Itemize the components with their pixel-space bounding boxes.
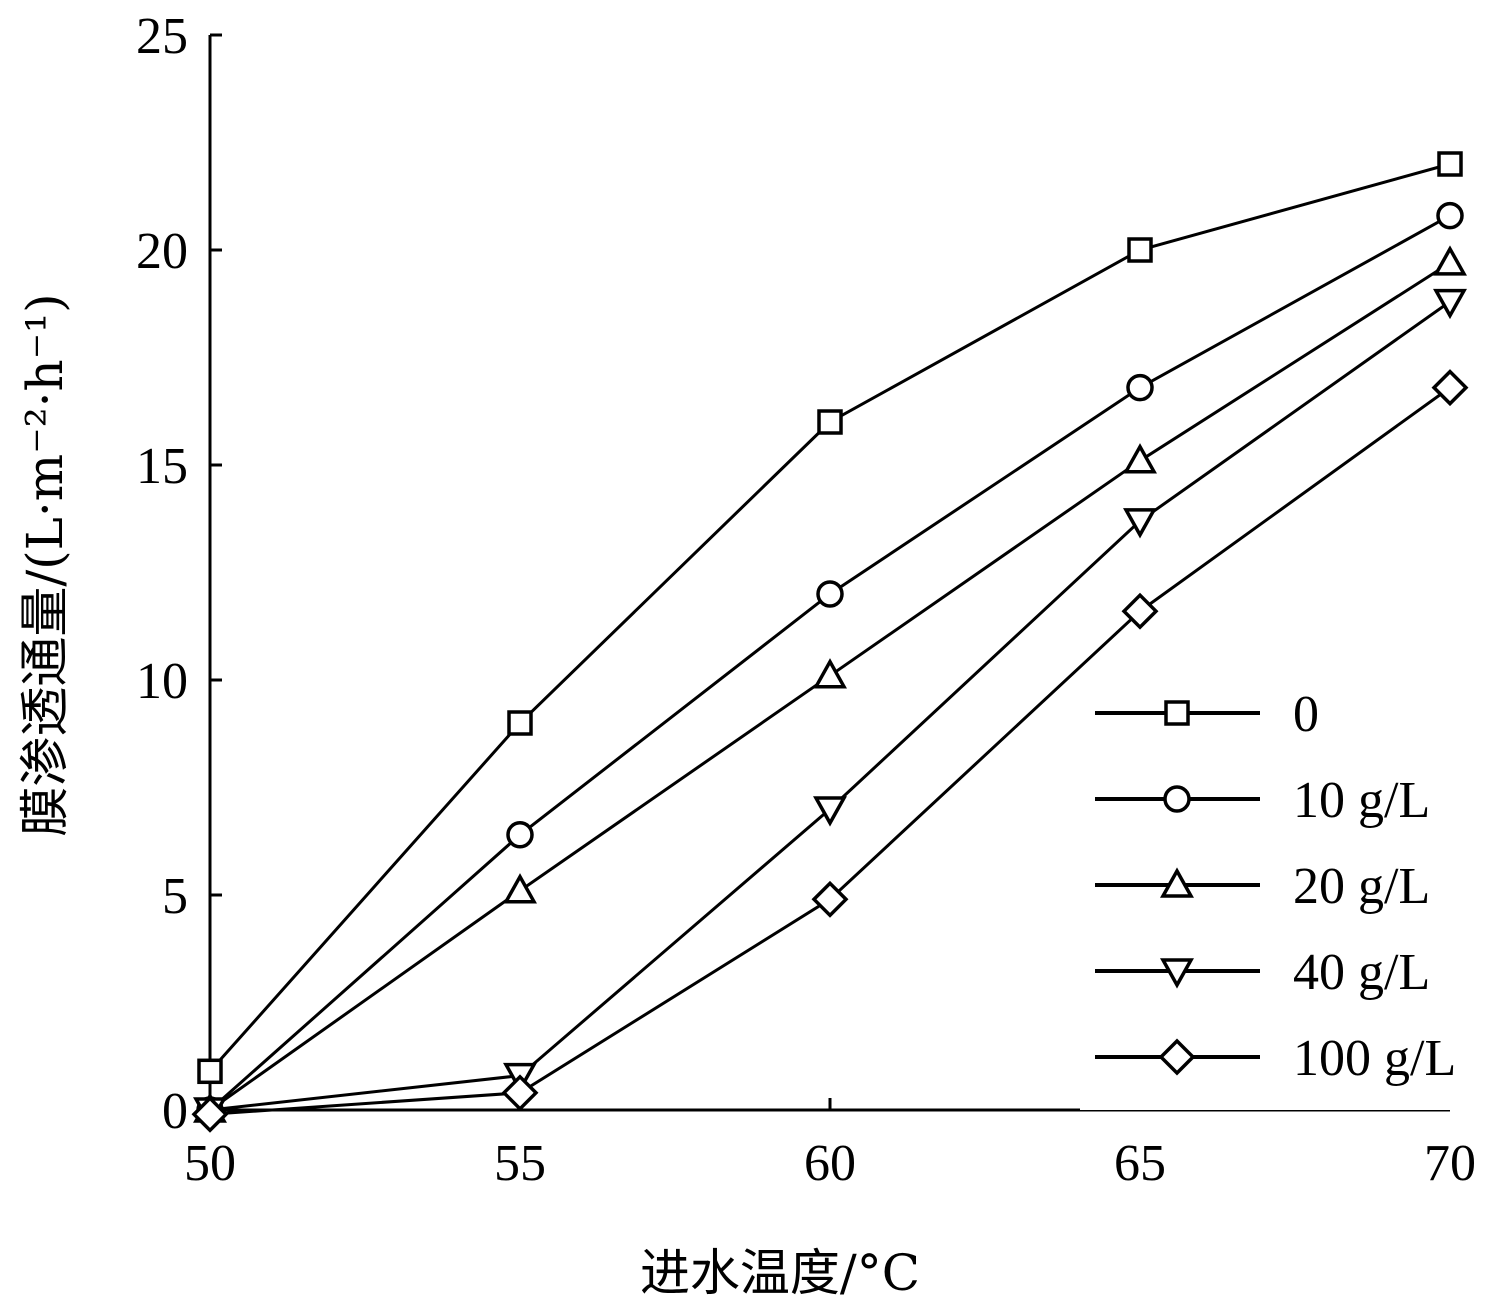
x-tick-label: 60 [804, 1135, 856, 1192]
data-point [503, 873, 537, 904]
legend-box [1080, 670, 1500, 1110]
legend-marker [1160, 958, 1194, 989]
legend-marker [1164, 700, 1190, 726]
legend-label: 40 g/L [1293, 944, 1430, 1001]
data-point [1436, 201, 1464, 230]
legend-marker [1160, 867, 1194, 898]
data-point [1431, 369, 1469, 407]
data-point [1121, 592, 1159, 630]
data-point [813, 658, 847, 689]
data-point [1126, 373, 1154, 402]
y-tick-label: 15 [136, 438, 188, 495]
legend-marker [1158, 1038, 1196, 1076]
y-tick-label: 0 [162, 1083, 188, 1140]
data-point [1433, 245, 1467, 276]
y-tick-label: 10 [136, 653, 188, 710]
legend: 0 10 g/L 20 g/L 40 g/L 100 g/L [1080, 670, 1500, 1110]
data-point [811, 880, 849, 918]
legend-label: 10 g/L [1293, 772, 1430, 829]
data-point [506, 821, 534, 849]
x-tick-label: 55 [494, 1135, 546, 1192]
legend-label: 20 g/L [1293, 858, 1430, 915]
legend-label: 100 g/L [1293, 1030, 1456, 1087]
series-markers [191, 151, 1469, 1133]
data-point [816, 580, 844, 608]
data-point [191, 1095, 229, 1133]
y-tick-label: 25 [136, 8, 188, 65]
x-tick-label: 65 [1114, 1135, 1166, 1192]
data-point [1123, 508, 1157, 539]
y-tick-label: 5 [162, 868, 188, 925]
x-axis-title: 进水温度/°C [640, 1244, 920, 1299]
data-point [1433, 288, 1467, 320]
x-tick-label: 70 [1424, 1135, 1476, 1192]
data-point [1123, 443, 1157, 474]
legend-label: 0 [1293, 686, 1319, 743]
y-tick-label: 20 [136, 223, 188, 280]
data-point [817, 409, 843, 435]
x-tick-label: 50 [184, 1135, 236, 1192]
data-point [501, 1074, 539, 1112]
y-axis-title: 膜渗透通量/(L·m⁻²·h⁻¹) [16, 293, 74, 836]
data-point [813, 796, 847, 827]
data-point [197, 1058, 223, 1085]
data-point [1437, 151, 1463, 177]
data-point [1127, 237, 1153, 263]
legend-marker [1163, 785, 1191, 813]
data-point [507, 710, 533, 736]
